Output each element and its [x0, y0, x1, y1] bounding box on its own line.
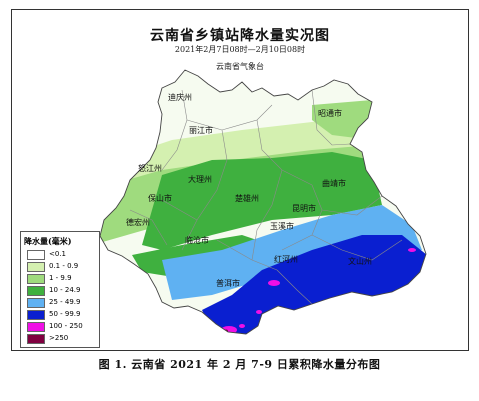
city-label: 昆明市 [292, 204, 316, 213]
legend: 降水量(毫米) <0.1 0.1 - 0.9 1 - 9.9 10 - 24.9… [20, 231, 100, 348]
legend-title: 降水量(毫米) [24, 236, 72, 246]
map-frame: 云南省乡镇站降水量实况图 2021年2月7日08时—2月10日08时 云南省气象… [11, 9, 469, 351]
prefecture-boundaries [129, 89, 403, 305]
legend-label: <0.1 [49, 250, 66, 258]
legend-label: 0.1 - 0.9 [49, 262, 79, 270]
city-label: 曲靖市 [322, 179, 346, 188]
legend-item: <0.1 [27, 250, 97, 260]
legend-swatch [27, 262, 45, 272]
city-label: 德宏州 [126, 218, 150, 227]
city-label: 普洱市 [216, 279, 240, 288]
legend-label: 100 - 250 [49, 322, 83, 330]
legend-label: 25 - 49.9 [49, 298, 81, 306]
legend-item: >250 [27, 334, 97, 344]
precipitation-map [99, 69, 427, 335]
legend-label: 50 - 99.9 [49, 310, 81, 318]
legend-item: 100 - 250 [27, 322, 97, 332]
map-title: 云南省乡镇站降水量实况图 [150, 28, 330, 44]
legend-swatch [27, 298, 45, 308]
legend-label: >250 [49, 334, 69, 342]
legend-label: 10 - 24.9 [49, 286, 81, 294]
city-label: 迪庆州 [168, 93, 192, 102]
legend-swatch [27, 250, 45, 260]
city-label: 保山市 [148, 194, 172, 203]
province-boundary [99, 69, 427, 335]
city-label: 文山州 [348, 257, 372, 266]
city-label: 楚雄州 [235, 194, 259, 203]
city-label: 临沧市 [185, 236, 209, 245]
legend-item: 50 - 99.9 [27, 310, 97, 320]
legend-item: 1 - 9.9 [27, 274, 97, 284]
legend-swatch [27, 334, 45, 344]
legend-item: 0.1 - 0.9 [27, 262, 97, 272]
city-label: 大理州 [188, 175, 212, 184]
figure-caption: 图 1. 云南省 2021 年 2 月 7-9 日累积降水量分布图 [98, 358, 381, 371]
legend-item: 10 - 24.9 [27, 286, 97, 296]
map-subtitle: 2021年2月7日08时—2月10日08时 [174, 45, 306, 54]
city-label: 怒江州 [138, 164, 162, 173]
legend-swatch [27, 310, 45, 320]
city-label: 玉溪市 [270, 222, 294, 231]
city-label: 昭通市 [318, 109, 342, 118]
legend-swatch [27, 322, 45, 332]
legend-swatch [27, 274, 45, 284]
legend-label: 1 - 9.9 [49, 274, 72, 282]
map-source: 云南省气象台 [216, 62, 264, 71]
legend-item: 25 - 49.9 [27, 298, 97, 308]
legend-swatch [27, 286, 45, 296]
city-label: 红河州 [274, 255, 298, 264]
city-label: 丽江市 [189, 126, 213, 135]
